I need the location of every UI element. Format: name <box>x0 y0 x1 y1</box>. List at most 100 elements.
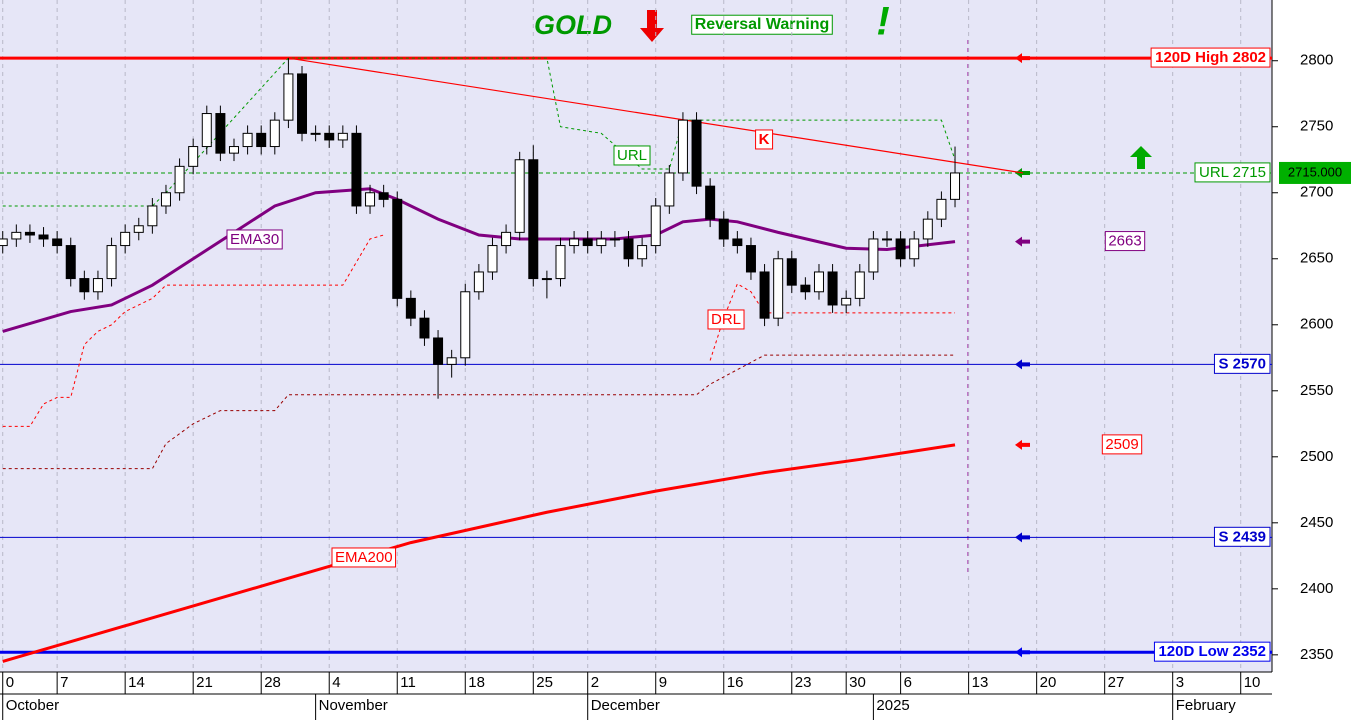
candle-body <box>446 357 457 365</box>
x-tick-label: 23 <box>795 674 812 691</box>
candle-body <box>120 231 131 247</box>
candle-body <box>854 271 865 299</box>
level-arrow <box>1015 532 1030 543</box>
x-tick-label: 20 <box>1040 674 1057 691</box>
candle-body <box>378 192 389 200</box>
label-box <box>1153 641 1271 662</box>
candle-body <box>514 159 525 233</box>
candle-body <box>732 238 743 247</box>
label-box <box>691 14 833 35</box>
price-tag-label: 2715.000 <box>1288 164 1342 179</box>
label: URL <box>617 147 647 164</box>
y-tick-label: 2550 <box>1300 382 1333 399</box>
label-box <box>1213 526 1271 547</box>
candle-body <box>609 238 620 241</box>
candle-body <box>38 234 49 240</box>
label: 2663 <box>1108 233 1141 250</box>
y-tick-label: 2700 <box>1300 184 1333 201</box>
candle-body <box>365 192 376 207</box>
y-tick-label: 2800 <box>1300 52 1333 69</box>
label: 2509 <box>1105 436 1138 453</box>
label-box <box>1104 231 1146 252</box>
up-arrow <box>1130 146 1152 169</box>
candle-body <box>691 119 702 187</box>
candle-body <box>201 113 212 148</box>
candle-body <box>813 271 824 293</box>
candle-body <box>174 165 185 194</box>
down-arrow <box>640 10 664 42</box>
candle-body <box>650 205 661 247</box>
x-tick-label: 18 <box>468 674 485 691</box>
candle-body <box>283 73 294 121</box>
level-label: S 2570 <box>1218 355 1266 372</box>
label-box <box>1101 434 1143 455</box>
candle-body <box>569 238 580 247</box>
candle-body <box>310 132 321 135</box>
level-label: 120D High 2802 <box>1155 49 1266 66</box>
candle-body <box>351 132 362 207</box>
candle-body <box>11 231 22 240</box>
label-box <box>755 129 774 150</box>
level-arrow <box>1015 53 1030 64</box>
candle-body <box>405 297 416 319</box>
candle-body <box>528 159 539 280</box>
x-tick-label: 28 <box>264 674 281 691</box>
candle-body <box>827 271 838 306</box>
label: EMA30 <box>230 231 279 248</box>
candle-body <box>160 192 171 207</box>
candle-body <box>215 113 226 154</box>
candle-body <box>0 238 8 247</box>
level-arrow <box>1015 647 1030 658</box>
y-tick-label: 2350 <box>1300 646 1333 663</box>
label-box <box>1194 162 1271 183</box>
candle-body <box>65 245 76 280</box>
candle-body <box>759 271 770 319</box>
label: DRL <box>711 311 741 328</box>
x-tick-label: 4 <box>332 674 340 691</box>
candle-body <box>922 218 933 240</box>
candle-body <box>841 297 852 306</box>
exclamation: ! <box>876 0 889 44</box>
candle-body <box>773 258 784 319</box>
series-line <box>2 443 956 663</box>
label-box <box>226 229 283 250</box>
x-tick-label: 11 <box>400 674 416 691</box>
trendline <box>288 57 1024 174</box>
candle-body <box>909 238 920 260</box>
label-box <box>331 547 397 568</box>
candle-body <box>242 132 253 148</box>
x-tick-label: 25 <box>536 674 553 691</box>
y-tick-label: 2750 <box>1300 118 1333 135</box>
candle-body <box>297 73 308 134</box>
candle-body <box>881 238 892 241</box>
candle-body <box>664 172 675 207</box>
level-label: URL 2715 <box>1199 164 1266 181</box>
x-tick-label: 21 <box>196 674 213 691</box>
plot-background <box>0 0 1272 672</box>
candle-body <box>419 317 430 339</box>
x-tick-label: 10 <box>1244 674 1261 691</box>
y-tick-label: 2600 <box>1300 316 1333 333</box>
candle-body <box>868 238 879 273</box>
x-tick-label: 6 <box>904 674 912 691</box>
candle-body <box>92 278 103 293</box>
candle-body <box>950 172 961 200</box>
candle-body <box>718 218 729 240</box>
label-box <box>1150 47 1271 68</box>
x-tick-label: 7 <box>60 674 68 691</box>
candle-body <box>786 258 797 286</box>
candle-body <box>705 185 716 220</box>
candle-body <box>324 132 335 141</box>
candle-body <box>487 245 498 273</box>
candle-body <box>79 278 90 293</box>
candle-body <box>623 238 634 260</box>
x-tick-label: 27 <box>1108 674 1125 691</box>
candle-body <box>106 245 117 280</box>
label: Reversal Warning <box>695 16 830 33</box>
month-label: 2025 <box>876 697 909 714</box>
price-tag <box>1279 161 1351 184</box>
level-label: S 2439 <box>1218 528 1266 545</box>
label: K <box>759 131 770 148</box>
y-tick-label: 2450 <box>1300 514 1333 531</box>
